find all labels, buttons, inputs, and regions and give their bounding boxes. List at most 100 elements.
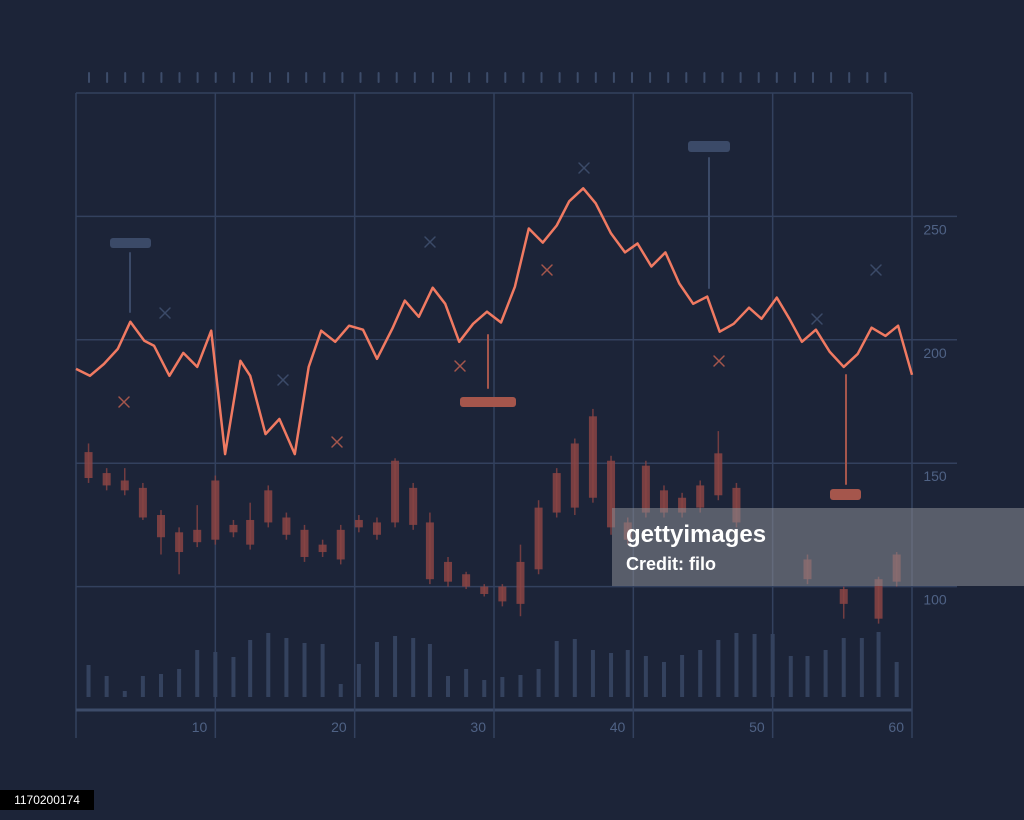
id-box: [0, 790, 94, 810]
volume-bar: [788, 656, 793, 697]
candle-body: [678, 497, 687, 513]
volume-bar: [86, 665, 91, 697]
x-tick-label: 10: [192, 719, 208, 735]
x-tick-label: 20: [331, 719, 347, 735]
volume-bar: [302, 643, 307, 697]
candle-body: [156, 515, 165, 538]
volume-bar: [894, 662, 899, 697]
volume-bar: [195, 650, 200, 697]
volume-bar: [518, 675, 523, 697]
volume-bar: [393, 636, 398, 697]
candle-body: [175, 532, 184, 553]
candle-body: [138, 487, 147, 518]
candle-body: [874, 579, 883, 619]
candle-body: [336, 529, 345, 560]
volume-bar: [841, 638, 846, 697]
candle-body: [588, 416, 597, 498]
volume-bar: [320, 644, 325, 697]
volume-bar: [876, 632, 881, 697]
candle-body: [570, 443, 579, 508]
volume-bar: [770, 634, 775, 697]
y-tick-label: 250: [923, 221, 947, 237]
candle-body: [641, 465, 650, 513]
candle-body: [516, 561, 525, 604]
y-tick-label: 200: [923, 345, 947, 361]
volume-bar: [590, 650, 595, 697]
marker: [460, 397, 516, 407]
volume-bar: [464, 669, 469, 697]
candle-body: [498, 586, 507, 602]
cross-marker: [811, 313, 823, 325]
volume-bar: [500, 677, 505, 697]
volume-bar: [158, 674, 163, 697]
volume-bar: [374, 642, 379, 697]
volume-bar: [625, 650, 630, 697]
cross-marker: [118, 396, 130, 408]
candle-body: [714, 453, 723, 496]
volume-bar: [338, 684, 343, 697]
volume-bar: [698, 650, 703, 697]
candle-body: [732, 487, 741, 523]
marker: [110, 238, 151, 248]
volume-bar: [680, 655, 685, 697]
candle-body: [480, 586, 489, 595]
x-tick-label: 50: [749, 719, 765, 735]
x-tick-label: 40: [610, 719, 626, 735]
volume-bar: [122, 691, 127, 697]
candle-body: [102, 473, 111, 486]
x-tick-label: 60: [888, 719, 904, 735]
volume-bar: [140, 676, 145, 697]
volume-bar: [177, 669, 182, 697]
line: [75, 187, 914, 456]
volume-bar: [823, 650, 828, 697]
volume-bar: [734, 633, 739, 697]
volume-bar: [661, 662, 666, 697]
candle-body: [659, 490, 668, 513]
y-tick-label: 100: [923, 592, 947, 608]
candle-body: [534, 507, 543, 570]
volume-bar: [104, 676, 109, 697]
candle-body: [354, 519, 363, 528]
candle-body: [264, 490, 273, 523]
cross-marker: [454, 360, 466, 372]
candle-body: [391, 460, 400, 523]
volume-bar: [446, 676, 451, 697]
image-id: 1170200174: [14, 793, 80, 807]
volume-bar: [609, 653, 614, 697]
candle-body: [246, 519, 255, 545]
cross-marker: [541, 264, 553, 276]
cross-marker: [159, 307, 171, 319]
volume-bar: [643, 656, 648, 697]
candle-body: [696, 485, 705, 508]
watermark-brand: gettyimages: [626, 521, 766, 548]
volume-bar: [572, 639, 577, 697]
volume-bar: [266, 633, 271, 697]
watermark: gettyimages Credit: filo: [612, 508, 1024, 586]
candle-body: [84, 452, 93, 479]
volume-bar: [859, 638, 864, 697]
volume-bar: [248, 640, 253, 697]
cross-marker: [424, 236, 436, 248]
volume-bar: [231, 657, 236, 697]
volume-bar: [536, 669, 541, 697]
candle-body: [372, 522, 381, 535]
candle-body: [444, 561, 453, 582]
cross-marker: [277, 374, 289, 386]
candle-body: [409, 487, 418, 525]
volume-bar: [356, 664, 361, 697]
volume-bar: [284, 638, 289, 697]
watermark-credit: Credit: filo: [626, 554, 716, 574]
x-tick-label: 30: [470, 719, 486, 735]
volume-bar: [716, 640, 721, 697]
candle-body: [282, 517, 291, 535]
volume-bar: [427, 644, 432, 697]
marker: [688, 141, 730, 152]
candle-body: [211, 480, 220, 540]
cross-marker: [713, 355, 725, 367]
volume-bar: [554, 641, 559, 697]
y-tick-label: 150: [923, 468, 947, 484]
watermark-band: [612, 508, 1024, 586]
candle-body: [839, 589, 848, 604]
volume-bar: [752, 634, 757, 697]
candle-body: [120, 480, 129, 491]
